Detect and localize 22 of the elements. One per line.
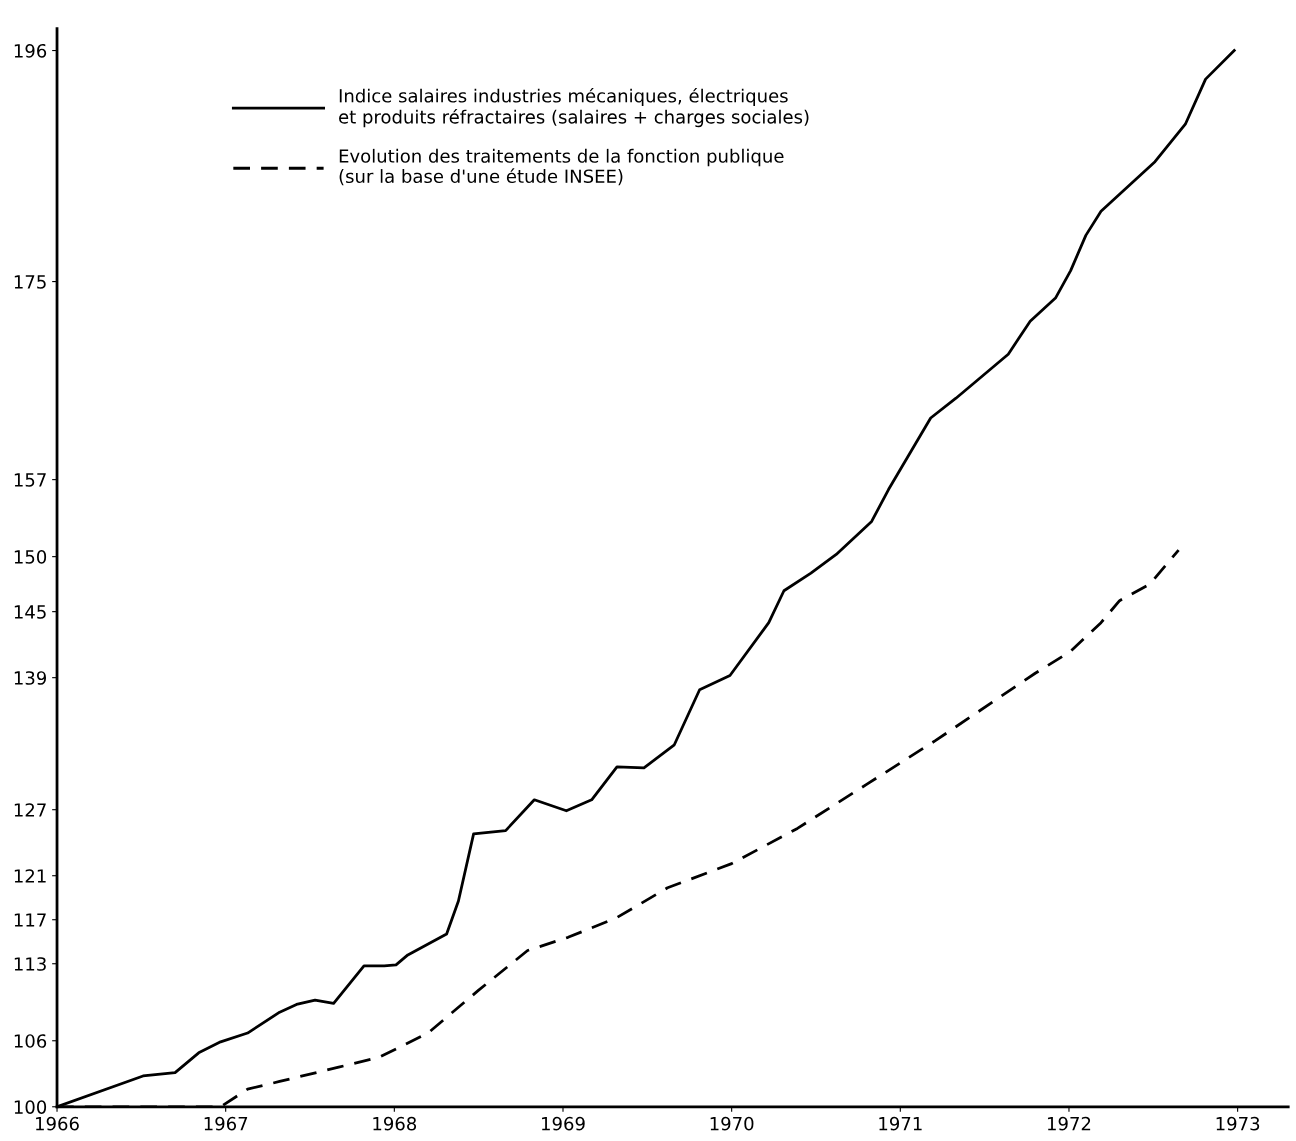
x-tick-label: 1969	[542, 1116, 585, 1131]
y-tick-label: 196	[14, 43, 47, 58]
y-tick-label: 175	[14, 275, 46, 289]
x-tick-label: 1968	[373, 1116, 417, 1131]
y-tick-label: 145	[14, 605, 46, 619]
x-tick-label: 1967	[204, 1116, 248, 1131]
y-tick-label: 121	[14, 869, 46, 883]
y-tick-label: 117	[14, 913, 46, 927]
y-tick-label: 127	[14, 803, 46, 817]
y-tick-label: 100	[14, 1100, 47, 1114]
x-tick-label: 1971	[879, 1116, 922, 1131]
x-tick-label: 1973	[1216, 1116, 1260, 1131]
legend-label: Evolution des traitements de la fonction publique (sur la base d'une étude INSEE)	[339, 148, 784, 186]
y-tick-label: 150	[14, 550, 47, 564]
y-tick-label: 139	[14, 671, 47, 685]
y-tick-label: 113	[14, 957, 46, 971]
x-tick-label: 1966	[36, 1116, 79, 1131]
legend-label: Indice salaires industries mécaniques, électriques et produits réfractaires (salaires + charges sociales)	[339, 87, 809, 128]
y-tick-label: 106	[14, 1034, 47, 1048]
x-tick-label: 1970	[710, 1116, 754, 1131]
y-tick-label: 157	[14, 473, 46, 487]
x-tick-label: 1972	[1047, 1116, 1091, 1131]
